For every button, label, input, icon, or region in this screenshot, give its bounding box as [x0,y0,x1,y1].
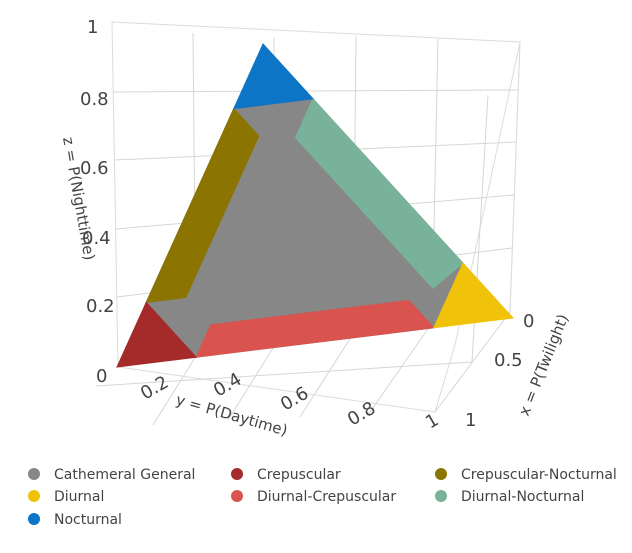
legend-label: Diurnal-Crepuscular [257,489,396,505]
grid-floor-y-04 [227,344,276,421]
legend: Cathemeral General Crepuscular Crepuscular… [28,467,617,528]
y-tick-1: 1 [422,409,442,433]
legend-marker [435,490,447,502]
grid-floor-x-05 [95,361,473,387]
z-tick-06: 0.6 [80,158,109,179]
grid-floor-y-08 [367,322,433,416]
z-tick-04: 0.4 [82,228,111,249]
legend-item[interactable]: Diurnal [28,489,104,505]
x-tick-05: 0.5 [494,350,523,371]
region-crepuscular [116,301,198,368]
legend-item[interactable]: Cathemeral General [28,467,195,483]
z-axis-title: z = P(Nighttime) [59,136,98,262]
legend-item[interactable]: Diurnal-Crepuscular [231,489,396,505]
legend-marker [28,490,40,502]
legend-item[interactable]: Diurnal-Nocturnal [435,489,584,505]
y-tick-04: 0.4 [210,369,245,402]
legend-label: Cathemeral General [54,467,195,483]
legend-label: Diurnal [54,489,104,505]
z-tick-0: 0 [96,366,107,387]
y-tick-02: 0.2 [137,372,172,405]
y-axis-title: y = P(Daytime) [174,391,290,440]
z-tick-1: 1 [87,17,98,38]
grid-z-08 [112,89,519,93]
z-tick-02: 0.2 [86,296,115,317]
region-diurnal-nocturnal [294,97,464,289]
legend-marker [28,468,40,480]
region-diurnal [432,262,515,329]
legend-label: Diurnal-Nocturnal [461,489,584,505]
z-ticks: 1 0.8 0.6 0.4 0.2 0 [80,17,115,387]
legend-item[interactable]: Crepuscular [231,467,341,483]
x-tick-1: 1 [465,410,476,431]
region-nocturnal [232,43,315,110]
legend-label: Crepuscular [257,467,341,483]
grid-floor-y-06 [299,333,354,418]
legend-item[interactable]: Nocturnal [28,512,122,528]
legend-marker [231,468,243,480]
x-ticks: 0 0.5 1 [465,311,534,431]
legend-marker [231,490,243,502]
z-tick-08: 0.8 [80,89,109,110]
legend-label: Nocturnal [54,512,122,528]
region-crepuscular-nocturnal [145,107,260,304]
y-tick-06: 0.6 [277,383,312,416]
legend-label: Crepuscular-Nocturnal [461,467,617,483]
x-tick-0: 0 [523,311,534,332]
grid-floor-y-02 [152,355,197,426]
legend-marker [435,468,447,480]
legend-item[interactable]: Crepuscular-Nocturnal [435,467,617,483]
y-tick-08: 0.8 [344,398,379,431]
legend-marker [28,513,40,525]
regions-layer [116,43,515,368]
region-diurnal-crepuscular [195,299,435,358]
